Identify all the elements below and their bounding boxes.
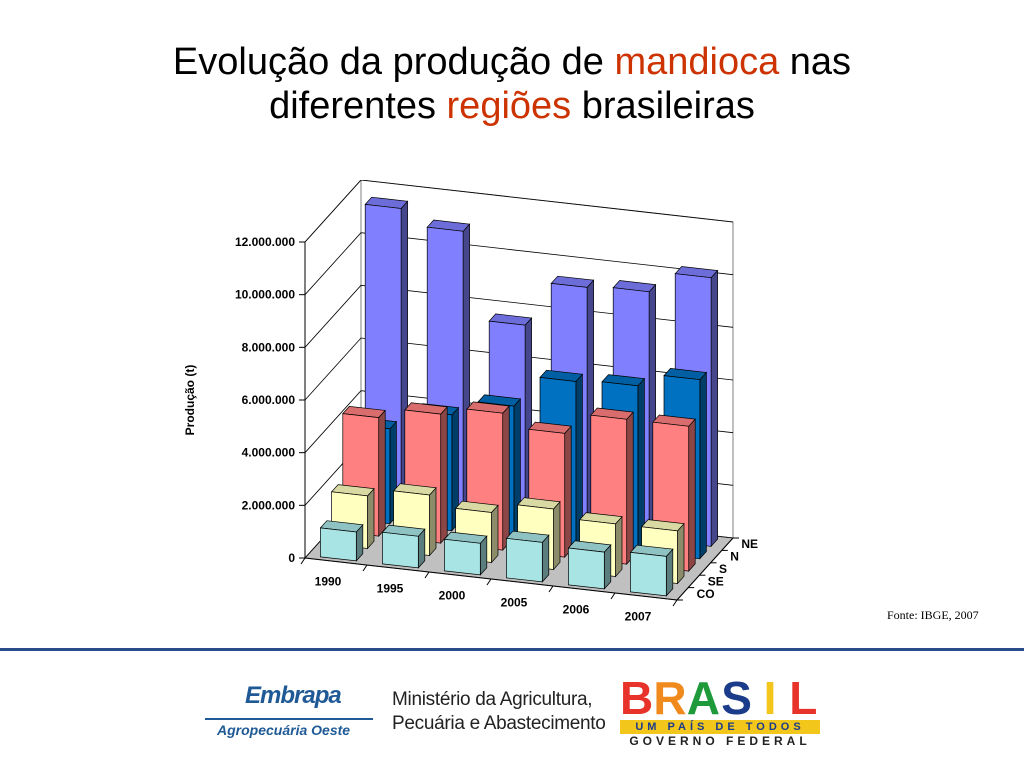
series-label: S xyxy=(719,562,727,576)
bar-side xyxy=(677,522,685,585)
y-tick-label: 6.000.000 xyxy=(242,393,296,407)
x-tick-label: 1990 xyxy=(315,575,342,589)
bar xyxy=(506,538,543,583)
x-tick-label: 2000 xyxy=(439,589,466,603)
bar-side xyxy=(699,371,707,560)
y-tick-label: 8.000.000 xyxy=(242,340,296,354)
depth-axis xyxy=(676,537,734,601)
ministry-logo: Ministério da Agricultura, Pecuária e Ab… xyxy=(392,688,606,736)
title-line2-c: brasileiras xyxy=(571,85,755,127)
title-line-2: diferentes regiões brasileiras xyxy=(0,84,1024,128)
x-tick-mark xyxy=(300,557,306,565)
bar xyxy=(630,552,667,597)
bar xyxy=(320,527,357,562)
title-line1-a: Evolução da produção de xyxy=(172,41,615,83)
embrapa-rule xyxy=(205,718,373,720)
bar-side xyxy=(541,534,550,583)
x-tick-mark xyxy=(672,599,678,607)
title-highlight-regioes: regiões xyxy=(446,85,572,127)
source-note: Fonte: IBGE, 2007 xyxy=(887,608,979,622)
bar-side xyxy=(564,425,572,559)
footer-divider xyxy=(0,648,1024,651)
gridline xyxy=(304,180,734,243)
brasil-wordmark: B R A S I L xyxy=(620,672,820,724)
ministry-line-2: Pecuária e Abastecimento xyxy=(392,713,606,734)
bar-side xyxy=(710,269,718,548)
governo-federal-logo: B R A S I L UM PAÍS DE TODOS GOVERNO FED… xyxy=(620,672,820,748)
gridline xyxy=(304,284,734,348)
brasil-letter: L xyxy=(789,672,818,724)
bar xyxy=(382,531,419,569)
brasil-letter: A xyxy=(686,672,720,724)
embrapa-subtitle: Agropecuária Oeste xyxy=(217,722,351,738)
x-tick-label: 1995 xyxy=(377,582,404,596)
bar-side xyxy=(553,500,561,571)
y-tick-label: 0 xyxy=(288,551,295,565)
title-highlight-mandioca: mandioca xyxy=(614,41,780,83)
bar-side xyxy=(378,409,386,538)
title-line-1: Evolução da produção de mandioca nas xyxy=(0,40,1024,84)
brasil-letter: B xyxy=(620,672,654,724)
y-tick-label: 4.000.000 xyxy=(242,446,296,460)
bar xyxy=(444,538,481,576)
series-label: CO xyxy=(697,587,715,601)
gridline xyxy=(304,337,734,401)
y-axis-label: Produção (t) xyxy=(183,365,197,436)
series-label: N xyxy=(730,550,739,564)
bar xyxy=(568,547,605,590)
y-tick-label: 2.000.000 xyxy=(242,498,296,512)
x-tick-mark xyxy=(486,578,492,586)
x-tick-mark xyxy=(362,564,368,572)
y-tick-label: 10.000.000 xyxy=(235,288,295,302)
brasil-tagline: UM PAÍS DE TODOS xyxy=(620,720,820,734)
brasil-letter: I xyxy=(763,672,777,724)
title-line2-a: diferentes xyxy=(269,85,447,127)
brasil-letter: R xyxy=(653,672,687,724)
x-tick-mark xyxy=(548,585,554,593)
brasil-letter: S xyxy=(721,672,752,724)
bar-side xyxy=(626,411,634,566)
y-tick-label: 12.000.000 xyxy=(235,235,295,249)
series-label: NE xyxy=(741,537,758,551)
production-chart: 0 2.000.000 4.000.000 6.000.000 8.000.000 10.… xyxy=(183,180,758,624)
embrapa-logo: Embrapa Agropecuária Oeste xyxy=(205,680,373,740)
bar-side xyxy=(491,504,499,564)
x-axis xyxy=(304,557,678,601)
x-tick-label: 2006 xyxy=(563,603,590,617)
x-tick-label: 2005 xyxy=(501,596,528,610)
bar-side xyxy=(440,405,448,545)
x-tick-mark xyxy=(424,571,430,579)
bar-side xyxy=(502,405,510,552)
governo-federal-text: GOVERNO FEDERAL xyxy=(629,734,811,748)
title-line1-c: nas xyxy=(779,41,852,83)
bar-side xyxy=(615,515,623,578)
bar-side xyxy=(429,486,437,557)
bar-side xyxy=(688,418,696,573)
x-tick-mark xyxy=(610,592,616,600)
ministry-line-1: Ministério da Agricultura, xyxy=(392,689,593,710)
series-label: SE xyxy=(708,574,724,588)
gridline xyxy=(304,232,734,295)
slide-title: Evolução da produção de mandioca nas dif… xyxy=(0,40,1024,128)
x-tick-label: 2007 xyxy=(625,610,652,624)
embrapa-name: Embrapa xyxy=(245,682,342,709)
bar-side xyxy=(665,548,674,597)
bar-side xyxy=(367,487,375,550)
